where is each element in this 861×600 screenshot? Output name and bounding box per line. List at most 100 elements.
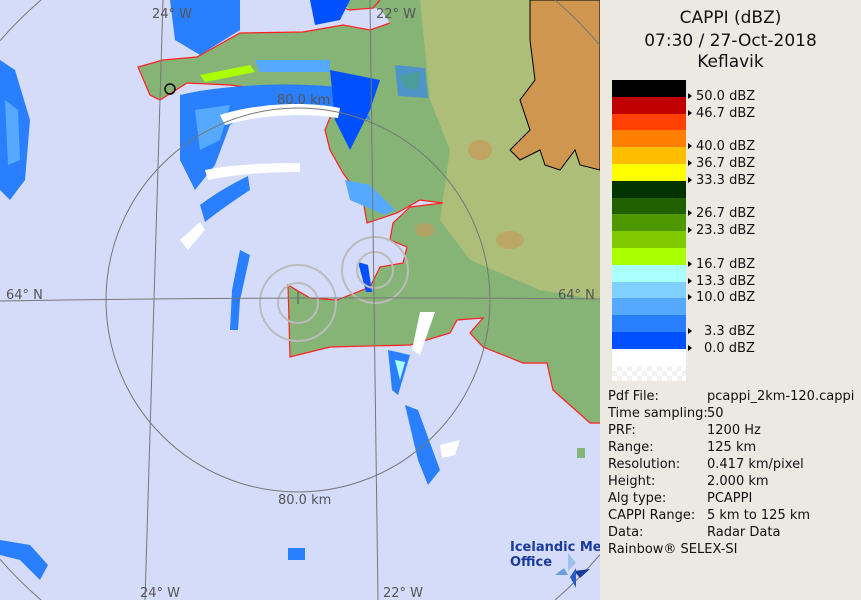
glacier-outline bbox=[164, 83, 176, 95]
legend-band bbox=[612, 348, 686, 366]
info-label: Data: bbox=[608, 525, 644, 540]
echo bbox=[345, 180, 395, 215]
echo bbox=[170, 0, 240, 55]
parallel-64n bbox=[0, 297, 600, 302]
range-label-top: 80.0 km bbox=[277, 93, 330, 108]
info-value: pcappi_2km-120.cappi bbox=[707, 389, 855, 404]
legend-label: 10.0 dBZ bbox=[686, 291, 755, 305]
product-title: CAPPI (dBZ) bbox=[679, 8, 782, 28]
legend-band bbox=[612, 281, 686, 299]
range-label-bottom: 80.0 km bbox=[278, 493, 331, 508]
ring-small bbox=[259, 264, 337, 342]
ring-outer bbox=[0, 0, 600, 600]
legend-label: 36.7 dBZ bbox=[686, 157, 755, 171]
legend-band bbox=[612, 264, 686, 282]
info-value: 1200 Hz bbox=[707, 423, 761, 438]
lat-label-left: 64° N bbox=[6, 288, 43, 303]
ring-small bbox=[356, 251, 394, 289]
highland-patch bbox=[415, 223, 435, 237]
footer-credit: Rainbow® SELEX-SI bbox=[608, 542, 738, 557]
radar-echoes bbox=[0, 0, 460, 580]
info-row: Pdf File: pcappi_2km-120.cappi bbox=[608, 389, 854, 404]
imo-logo: Icelandic Met Office bbox=[510, 540, 600, 588]
legend-band bbox=[612, 197, 686, 215]
info-row: Resolution: 0.417 km/pixel bbox=[608, 457, 804, 472]
echo bbox=[205, 163, 300, 180]
echo bbox=[200, 65, 255, 82]
echo bbox=[0, 540, 48, 580]
lat-label-right: 64° N bbox=[558, 288, 595, 303]
info-panel: CAPPI (dBZ) 07:30 / 27-Oct-2018 Keflavik… bbox=[600, 0, 861, 600]
legend-label-text: 36.7 dBZ bbox=[696, 156, 756, 171]
echo bbox=[310, 0, 350, 25]
meridian-22w bbox=[369, 0, 379, 600]
info-value: 2.000 km bbox=[707, 474, 769, 489]
logo-triangle bbox=[570, 568, 576, 588]
info-row: Range: 125 km bbox=[608, 440, 756, 455]
legend-band bbox=[612, 315, 686, 333]
info-label: PRF: bbox=[608, 423, 636, 438]
legend-tick-icon bbox=[688, 92, 692, 99]
info-row: PRF: 1200 Hz bbox=[608, 423, 761, 438]
meridian-24w bbox=[144, 0, 164, 600]
legend-label: 0.0 dBZ bbox=[686, 341, 755, 356]
legend-label-text: 10.0 dBZ bbox=[696, 290, 756, 306]
legend-label-text: 26.7 dBZ bbox=[696, 206, 756, 222]
logo-triangle bbox=[574, 569, 590, 578]
datetime: 07:30 / 27-Oct-2018 bbox=[644, 31, 817, 51]
legend-tick-icon bbox=[688, 109, 692, 116]
legend-label-text: 16.7 dBZ bbox=[696, 256, 756, 272]
legend-label-text: 46.7 dBZ bbox=[696, 105, 756, 121]
info-label: Resolution: bbox=[608, 457, 681, 472]
legend-band bbox=[612, 147, 686, 165]
lon-label-24w-bottom: 24° W bbox=[140, 586, 180, 600]
info-label: Pdf File: bbox=[608, 389, 659, 404]
legend-band bbox=[612, 80, 686, 97]
info-label: Alg type: bbox=[608, 491, 667, 506]
ring-small bbox=[341, 236, 409, 304]
highland-patch bbox=[468, 140, 492, 160]
radar-map[interactable]: 24° W 22° W 24° W 22° W 64° N 64° N 80.0… bbox=[0, 0, 600, 600]
info-row: Data: Radar Data bbox=[608, 525, 780, 540]
legend-band bbox=[612, 164, 686, 181]
echo bbox=[5, 100, 20, 165]
echo bbox=[395, 65, 428, 98]
legend-label-text: 40.0 dBZ bbox=[696, 139, 756, 155]
info-label: CAPPI Range: bbox=[608, 508, 696, 523]
logo-triangle bbox=[555, 568, 568, 575]
legend-tick-icon bbox=[688, 277, 692, 284]
info-label: Range: bbox=[608, 440, 654, 455]
legend-label-text: 13.3 dBZ bbox=[696, 273, 756, 289]
range-rings bbox=[0, 0, 600, 600]
legend-tick-icon bbox=[688, 344, 692, 351]
info-label: Height: bbox=[608, 474, 656, 489]
legend-label: 46.7 dBZ bbox=[686, 105, 756, 121]
echo bbox=[405, 405, 440, 485]
legend-label: 16.7 dBZ bbox=[686, 256, 756, 272]
legend-band bbox=[612, 231, 686, 249]
graticule bbox=[0, 0, 600, 600]
legend-label: 3.3 dBZ bbox=[686, 325, 755, 339]
legend-band bbox=[612, 113, 686, 131]
legend-band bbox=[612, 96, 686, 114]
legend-label: 33.3 dBZ bbox=[686, 172, 756, 188]
glacier-area bbox=[509, 0, 600, 171]
legend-tick-icon bbox=[688, 143, 692, 150]
info-row: Height: 2.000 km bbox=[608, 474, 769, 489]
legend-tick-icon bbox=[688, 328, 692, 334]
lon-label-22w-bottom: 22° W bbox=[383, 586, 423, 600]
info-value: 5 km to 125 km bbox=[707, 508, 811, 523]
legend-label: 40.0 dBZ bbox=[686, 140, 755, 154]
echo bbox=[330, 70, 380, 150]
logo-text-line1: Icelandic Met bbox=[510, 540, 600, 555]
echo bbox=[230, 250, 250, 330]
legend-label-text: 50.0 dBZ bbox=[696, 88, 756, 104]
echo bbox=[180, 222, 205, 250]
echo bbox=[200, 176, 250, 222]
legend-tick-icon bbox=[688, 210, 692, 217]
legend-tick-icon bbox=[688, 176, 692, 183]
info-label: Time sampling: bbox=[608, 406, 708, 421]
legend-label-text: 33.3 dBZ bbox=[696, 172, 756, 188]
legend-band bbox=[612, 298, 686, 316]
legend-tick-icon bbox=[688, 160, 692, 166]
